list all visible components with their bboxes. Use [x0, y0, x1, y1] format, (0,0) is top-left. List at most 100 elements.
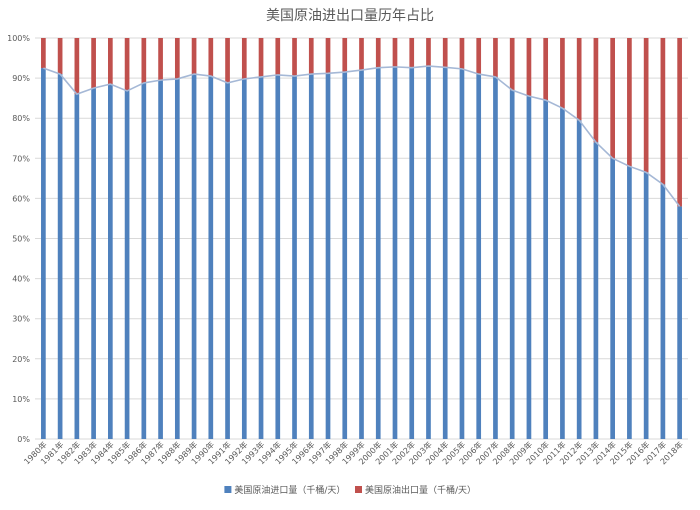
y-axis-ticks: 0% 10% 20% 30% 40% 50% 60% 70% 80% 90% 100% — [7, 34, 30, 444]
legend: 美国原油进口量（千桶/天） 美国原油出口量（千桶/天） — [224, 484, 476, 496]
bar-import — [225, 82, 230, 440]
y-tick-label: 100% — [7, 34, 30, 43]
bar-import — [610, 158, 615, 440]
bar-import — [493, 76, 498, 439]
bar-import — [275, 74, 281, 439]
bar-export — [593, 38, 599, 143]
bar-import — [375, 67, 381, 439]
bar-import — [392, 66, 398, 439]
bar-export — [141, 38, 147, 83]
bar-export — [459, 38, 465, 69]
bar-export — [476, 38, 482, 75]
bar-import — [191, 74, 197, 439]
legend-item: 美国原油出口量（千桶/天） — [355, 484, 476, 496]
y-tick-label: 70% — [12, 154, 30, 163]
bar-import — [108, 84, 113, 440]
bar-export — [526, 38, 532, 97]
bar-import — [576, 120, 582, 439]
bar-export — [677, 38, 682, 207]
bar-export — [660, 38, 666, 185]
bar-export — [91, 38, 96, 89]
bar-export — [41, 38, 46, 69]
bar-import — [258, 76, 264, 439]
bar-export — [208, 38, 214, 77]
bar-import — [593, 142, 599, 439]
bar-export — [57, 38, 63, 75]
bar-import — [459, 68, 465, 439]
bar-export — [509, 38, 515, 91]
bar-export — [560, 38, 565, 109]
bar-import — [509, 90, 515, 439]
bar-export — [225, 38, 230, 83]
chart-title: 美国原油进出口量历年占比 — [266, 8, 434, 24]
bar-export — [409, 38, 415, 68]
legend-swatch — [224, 486, 232, 493]
y-tick-label: 0% — [17, 435, 30, 444]
bar-import — [359, 70, 364, 439]
y-tick-label: 90% — [12, 74, 30, 83]
bar-export — [124, 38, 130, 91]
legend-label: 美国原油进口量（千桶/天） — [234, 484, 345, 496]
bar-export — [158, 38, 163, 81]
bar-import — [409, 67, 415, 439]
trend-line-layer — [43, 65, 681, 207]
bar-import — [174, 78, 180, 439]
bar-import — [124, 90, 130, 439]
bar-import — [241, 78, 247, 439]
legend-item: 美国原油进口量（千桶/天） — [224, 484, 345, 496]
bar-import — [208, 76, 214, 439]
bar-export — [392, 38, 398, 67]
bar-import — [526, 96, 532, 440]
bar-import — [560, 108, 565, 440]
bar-export — [610, 38, 615, 159]
bar-import — [308, 74, 314, 439]
bar-import — [677, 206, 682, 439]
bar-export — [576, 38, 582, 121]
bar-export — [543, 38, 549, 101]
bar-export — [325, 38, 331, 74]
bar-export — [108, 38, 113, 85]
import-share-line — [43, 65, 681, 207]
bar-export — [74, 38, 80, 95]
bar-export — [258, 38, 264, 77]
bar-export — [241, 38, 247, 79]
bars — [41, 38, 682, 440]
bar-export — [191, 38, 197, 75]
y-tick-label: 40% — [12, 275, 30, 284]
bar-import — [543, 100, 549, 439]
bar-export — [359, 38, 364, 71]
bar-export — [375, 38, 381, 68]
bar-export — [627, 38, 632, 167]
bar-import — [643, 172, 649, 439]
y-tick-label: 20% — [12, 355, 30, 364]
bar-export — [426, 38, 431, 67]
bar-import — [91, 88, 96, 439]
bar-import — [476, 74, 482, 439]
bar-import — [426, 66, 431, 439]
bar-export — [643, 38, 649, 173]
bar-export — [442, 38, 448, 68]
bar-import — [74, 94, 80, 439]
legend-label: 美国原油出口量（千桶/天） — [365, 484, 476, 496]
bar-import — [660, 184, 666, 439]
bar-export — [342, 38, 348, 73]
bar-import — [41, 68, 46, 439]
legend-swatch — [355, 486, 362, 493]
y-tick-label: 50% — [12, 235, 30, 244]
bar-import — [292, 76, 297, 439]
bar-import — [442, 67, 448, 439]
bar-export — [308, 38, 314, 75]
bar-import — [342, 72, 348, 440]
bar-import — [57, 74, 63, 439]
bar-import — [141, 82, 147, 440]
bar-import — [325, 73, 331, 440]
bar-export — [275, 38, 281, 75]
bar-import — [158, 80, 163, 439]
bar-export — [174, 38, 180, 79]
bar-export — [493, 38, 498, 77]
y-tick-label: 80% — [12, 114, 30, 123]
bar-import — [627, 166, 632, 439]
y-tick-label: 30% — [12, 315, 30, 324]
y-tick-label: 10% — [12, 395, 30, 404]
